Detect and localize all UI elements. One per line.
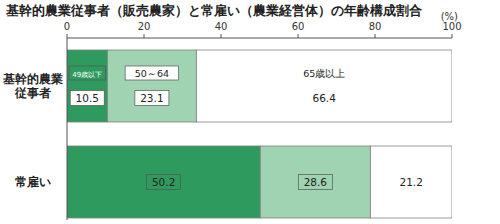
chart-svg: 基幹的農業従事者（販売農家）と常雇い（農業経営体）の年齢構成割合(%)10.54… [0,0,500,224]
chart-container: 基幹的農業従事者（販売農家）と常雇い（農業経営体）の年齢構成割合(%)10.54… [0,0,500,224]
tick-label: 60 [292,21,305,32]
bar-segment [67,50,107,122]
legend-box [125,66,179,80]
x-axis [67,38,452,39]
tick [375,34,376,38]
tick [452,34,453,38]
data-label: 21.2 [399,176,422,188]
data-label: 66.4 [312,92,336,104]
series-name: 65歳以上 [303,68,345,79]
bar-segment [260,146,370,218]
data-label: 10.5 [76,92,99,104]
tick-label: 20 [138,21,151,32]
bars [67,50,452,218]
category-label: 常雇い [15,175,51,189]
bar-segment [196,50,452,122]
series-name: 49歳以下 [72,71,102,79]
tick [221,34,222,38]
series-name: 50～64 [135,68,169,79]
data-label: 23.1 [140,92,163,104]
bar-segment [107,50,196,122]
tick-label: 80 [369,21,382,32]
y-axis [67,38,68,220]
legend-box [69,66,105,80]
tick-label: 40 [215,21,228,32]
tick-label: 0 [64,21,70,32]
category-label: 基幹的農業従事者 [2,72,63,100]
label-box [70,91,104,106]
label-box [147,175,181,190]
labels: 10.5 49歳以下 23.1 50～64 66.4 65歳以上 50.2 28.6 21.2 [69,66,423,190]
bar-segment [370,146,452,218]
data-label: 50.2 [152,176,175,188]
tick [298,34,299,38]
label-box [298,175,332,190]
tick [144,34,145,38]
tick-label: 100 [442,21,461,32]
title: 基幹的農業従事者（販売農家）と常雇い（農業経営体）の年齢構成割合 [5,3,422,18]
bar-segment [67,146,260,218]
tick [67,34,68,38]
data-label: 28.6 [304,176,328,188]
label-box [135,91,169,106]
